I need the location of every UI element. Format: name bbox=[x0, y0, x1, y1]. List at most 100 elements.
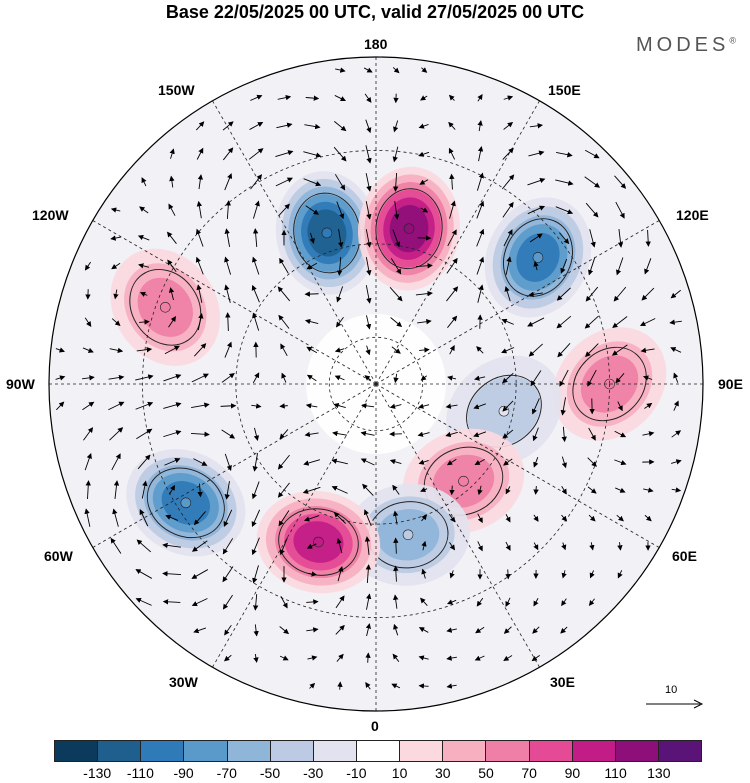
wind-arrow bbox=[279, 403, 288, 409]
wind-arrow bbox=[589, 229, 596, 248]
wind-arrow bbox=[221, 373, 235, 383]
wind-arrow bbox=[224, 481, 230, 500]
wind-arrow bbox=[253, 624, 259, 637]
colorbar-bin bbox=[399, 741, 443, 761]
wind-arrow bbox=[307, 571, 317, 577]
wind-arrow bbox=[253, 200, 260, 219]
wind-arrow bbox=[168, 203, 176, 216]
reference-vector-value: 10 bbox=[665, 684, 678, 696]
wind-arrow bbox=[418, 683, 429, 689]
wind-arrow bbox=[278, 314, 290, 329]
wind-arrow bbox=[191, 540, 208, 552]
wind-arrow bbox=[196, 284, 203, 303]
wind-arrow bbox=[418, 403, 430, 409]
wind-arrow bbox=[645, 229, 651, 247]
wind-arrow bbox=[224, 256, 232, 275]
wind-arrow bbox=[250, 174, 263, 190]
wind-arrow bbox=[556, 315, 572, 329]
wind-arrow bbox=[417, 431, 430, 437]
map-disc-border bbox=[48, 56, 704, 712]
wind-arrow bbox=[393, 565, 399, 582]
wind-arrow bbox=[135, 374, 154, 381]
wind-arrow bbox=[141, 480, 148, 499]
wind-arrow bbox=[501, 318, 514, 325]
wind-arrow bbox=[528, 291, 543, 298]
wind-arrow bbox=[221, 429, 236, 439]
wind-arrow bbox=[532, 626, 540, 634]
wind-arrow bbox=[389, 286, 403, 302]
wind-arrow bbox=[446, 257, 458, 274]
wind-arrow bbox=[164, 345, 180, 355]
wind-arrow bbox=[585, 202, 599, 218]
wind-arrow bbox=[669, 319, 682, 325]
wind-arrow bbox=[305, 403, 318, 409]
colorbar-bin bbox=[312, 741, 356, 761]
wind-arrow bbox=[587, 457, 597, 467]
colorbar-tick-label: 10 bbox=[391, 765, 408, 781]
colorbar-tick-label: -50 bbox=[259, 765, 281, 781]
wind-arrow bbox=[476, 256, 485, 275]
wind-arrow bbox=[477, 485, 483, 496]
wind-arrow bbox=[617, 401, 623, 412]
wind-arrow bbox=[473, 403, 486, 410]
wind-arrow bbox=[82, 375, 95, 381]
wind-arrow bbox=[418, 627, 429, 633]
wind-arrow bbox=[163, 430, 182, 438]
wind-arrow bbox=[393, 373, 399, 384]
wind-arrow bbox=[220, 403, 237, 409]
wind-arrow bbox=[338, 229, 344, 248]
wind-arrow bbox=[137, 454, 151, 470]
wind-arrow bbox=[614, 459, 627, 466]
wind-arrow bbox=[84, 317, 92, 327]
wind-arrow bbox=[555, 179, 574, 186]
wind-arrow bbox=[251, 481, 260, 500]
wind-arrow bbox=[303, 151, 322, 158]
lon-label-90w: 90W bbox=[6, 376, 35, 392]
wind-arrow bbox=[561, 514, 568, 522]
wind-arrow bbox=[304, 431, 319, 438]
wind-arrow bbox=[557, 343, 571, 358]
wind-arrow bbox=[336, 201, 345, 220]
colorbar-bin bbox=[355, 741, 400, 761]
wind-arrow bbox=[527, 205, 546, 215]
wind-arrow bbox=[641, 287, 655, 301]
wind-arrow bbox=[191, 598, 208, 607]
wind-arrow bbox=[445, 431, 458, 438]
wind-arrow bbox=[304, 123, 321, 130]
wind-arrow bbox=[501, 347, 515, 354]
wind-arrow bbox=[502, 147, 514, 160]
wind-arrow bbox=[305, 205, 320, 215]
wind-arrow bbox=[474, 375, 486, 381]
wind-arrow bbox=[136, 539, 152, 553]
wind-arrow bbox=[587, 486, 597, 494]
colorbar-tick-label: 30 bbox=[435, 765, 451, 781]
wind-arrow bbox=[527, 177, 546, 186]
wind-arrow bbox=[139, 206, 149, 214]
wind-arrow bbox=[279, 626, 290, 635]
wind-arrow bbox=[644, 402, 653, 409]
wind-arrow bbox=[418, 151, 430, 157]
meridian-210 bbox=[212, 100, 377, 385]
wind-arrow bbox=[449, 485, 455, 496]
wind-arrow bbox=[392, 229, 401, 248]
colorbar-tick-label: -30 bbox=[303, 765, 324, 781]
wind-arrow bbox=[532, 427, 539, 442]
wind-arrow bbox=[111, 262, 121, 270]
wind-arrow bbox=[617, 229, 624, 248]
colorbar-tick-label: -110 bbox=[126, 765, 154, 781]
wind-arrow bbox=[391, 683, 401, 689]
wind-arrow bbox=[195, 256, 204, 275]
wind-arrow bbox=[533, 457, 539, 468]
wind-arrow bbox=[336, 286, 344, 303]
wind-arrow bbox=[335, 316, 344, 328]
wind-arrow bbox=[392, 653, 400, 662]
wind-arrow bbox=[252, 312, 260, 331]
wind-arrow bbox=[335, 67, 346, 73]
wind-arrow bbox=[365, 652, 371, 663]
wind-arrow bbox=[501, 174, 515, 190]
wind-arrow bbox=[561, 598, 567, 607]
wind-arrow bbox=[111, 453, 121, 471]
wind-arrow bbox=[505, 514, 511, 523]
wind-arrow bbox=[393, 201, 400, 220]
